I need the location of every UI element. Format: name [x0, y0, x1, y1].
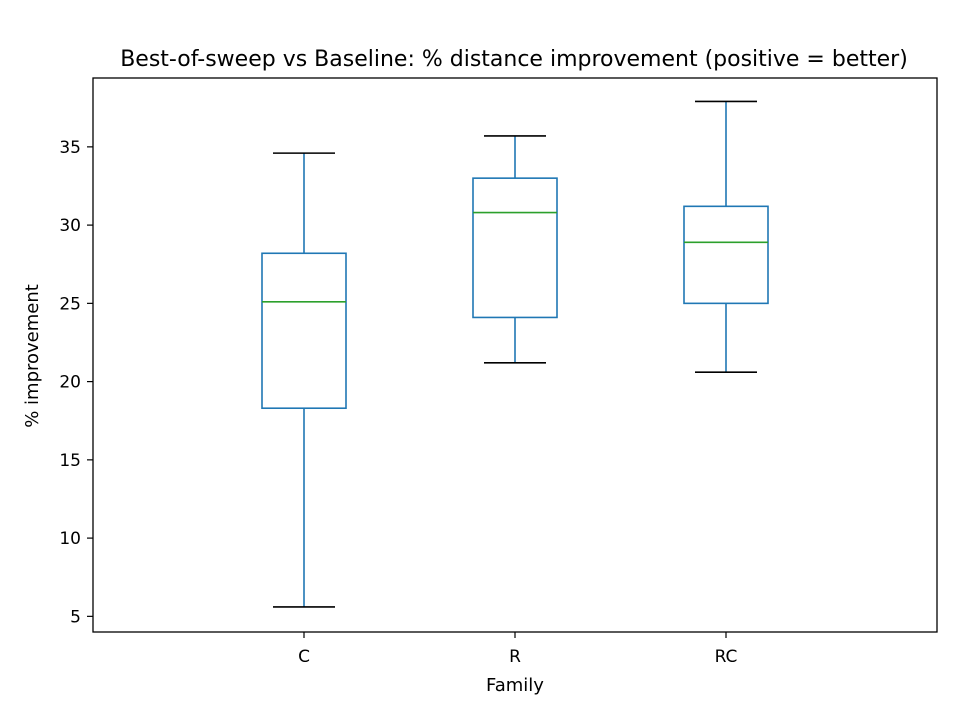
iqr-box [683, 205, 769, 305]
y-tick-label: 20 [59, 373, 81, 393]
y-tick-label: 35 [59, 138, 81, 158]
x-tick-label-rc: RC [715, 647, 738, 667]
y-tick-label: 5 [70, 607, 81, 627]
box-group-c [261, 152, 347, 608]
x-axis: C R RC [298, 632, 737, 667]
chart-title: Best-of-sweep vs Baseline: % distance im… [120, 47, 908, 72]
y-axis: 5 10 15 20 25 30 35 [59, 138, 93, 627]
y-tick-label: 15 [59, 451, 81, 471]
y-axis-label: % improvement [22, 284, 43, 428]
x-axis-label: Family [486, 675, 544, 696]
y-tick-label: 30 [59, 216, 81, 236]
x-tick-label-r: R [509, 647, 521, 667]
y-tick-label: 25 [59, 294, 81, 314]
iqr-box [472, 177, 558, 319]
iqr-box [261, 252, 347, 410]
box-group-r [472, 135, 558, 364]
plot-area [261, 100, 769, 608]
x-tick-label-c: C [298, 647, 310, 667]
y-tick-label: 10 [59, 529, 81, 549]
box-group-rc [683, 100, 769, 374]
